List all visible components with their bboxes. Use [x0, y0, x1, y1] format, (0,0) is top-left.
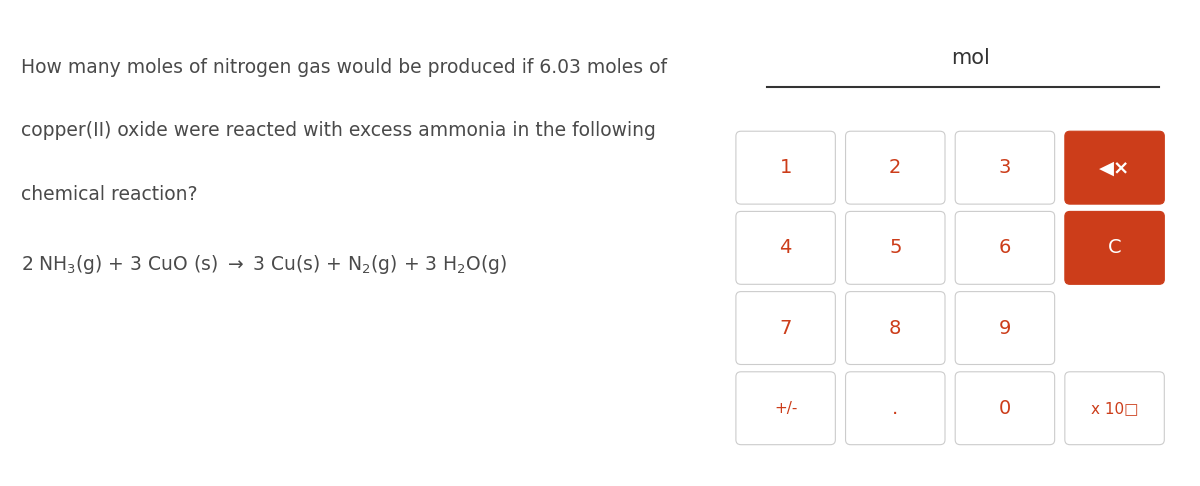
FancyBboxPatch shape [736, 211, 835, 284]
FancyBboxPatch shape [955, 292, 1055, 364]
FancyBboxPatch shape [736, 372, 835, 445]
FancyBboxPatch shape [736, 292, 835, 364]
FancyBboxPatch shape [846, 292, 946, 364]
Text: 3: 3 [998, 158, 1012, 177]
FancyBboxPatch shape [955, 372, 1055, 445]
Text: +/-: +/- [774, 401, 797, 416]
FancyBboxPatch shape [846, 211, 946, 284]
Text: x 10□: x 10□ [1091, 401, 1139, 416]
Text: How many moles of nitrogen gas would be produced if 6.03 moles of: How many moles of nitrogen gas would be … [20, 58, 667, 77]
FancyBboxPatch shape [1064, 211, 1164, 284]
Text: C: C [1108, 238, 1121, 258]
Text: 8: 8 [889, 318, 901, 338]
Text: 0: 0 [998, 399, 1012, 418]
FancyBboxPatch shape [955, 211, 1055, 284]
Text: .: . [892, 399, 899, 418]
FancyBboxPatch shape [846, 372, 946, 445]
Text: 2 NH$_3$(g) + 3 CuO (s) $\rightarrow$ 3 Cu(s) + N$_2$(g) + 3 H$_2$O(g): 2 NH$_3$(g) + 3 CuO (s) $\rightarrow$ 3 … [20, 253, 508, 276]
Text: 2: 2 [889, 158, 901, 177]
Text: chemical reaction?: chemical reaction? [20, 185, 197, 204]
FancyBboxPatch shape [1064, 131, 1164, 204]
Text: 7: 7 [780, 318, 792, 338]
Text: 1: 1 [780, 158, 792, 177]
FancyBboxPatch shape [1064, 372, 1164, 445]
Text: 4: 4 [780, 238, 792, 258]
Text: 6: 6 [998, 238, 1012, 258]
Text: 5: 5 [889, 238, 901, 258]
Text: copper(II) oxide were reacted with excess ammonia in the following: copper(II) oxide were reacted with exces… [20, 122, 655, 140]
FancyBboxPatch shape [736, 131, 835, 204]
FancyBboxPatch shape [955, 131, 1055, 204]
Text: 9: 9 [998, 318, 1012, 338]
Text: mol: mol [952, 48, 990, 68]
FancyBboxPatch shape [846, 131, 946, 204]
Text: ◀×: ◀× [1099, 158, 1130, 177]
